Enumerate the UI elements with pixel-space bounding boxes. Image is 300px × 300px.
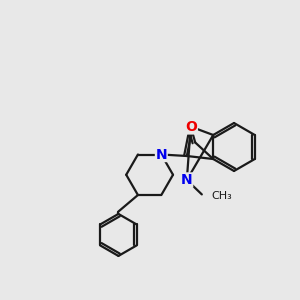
Text: N: N	[181, 173, 193, 187]
Text: CH₃: CH₃	[212, 191, 232, 201]
Text: N: N	[155, 148, 167, 161]
Text: O: O	[185, 120, 197, 134]
